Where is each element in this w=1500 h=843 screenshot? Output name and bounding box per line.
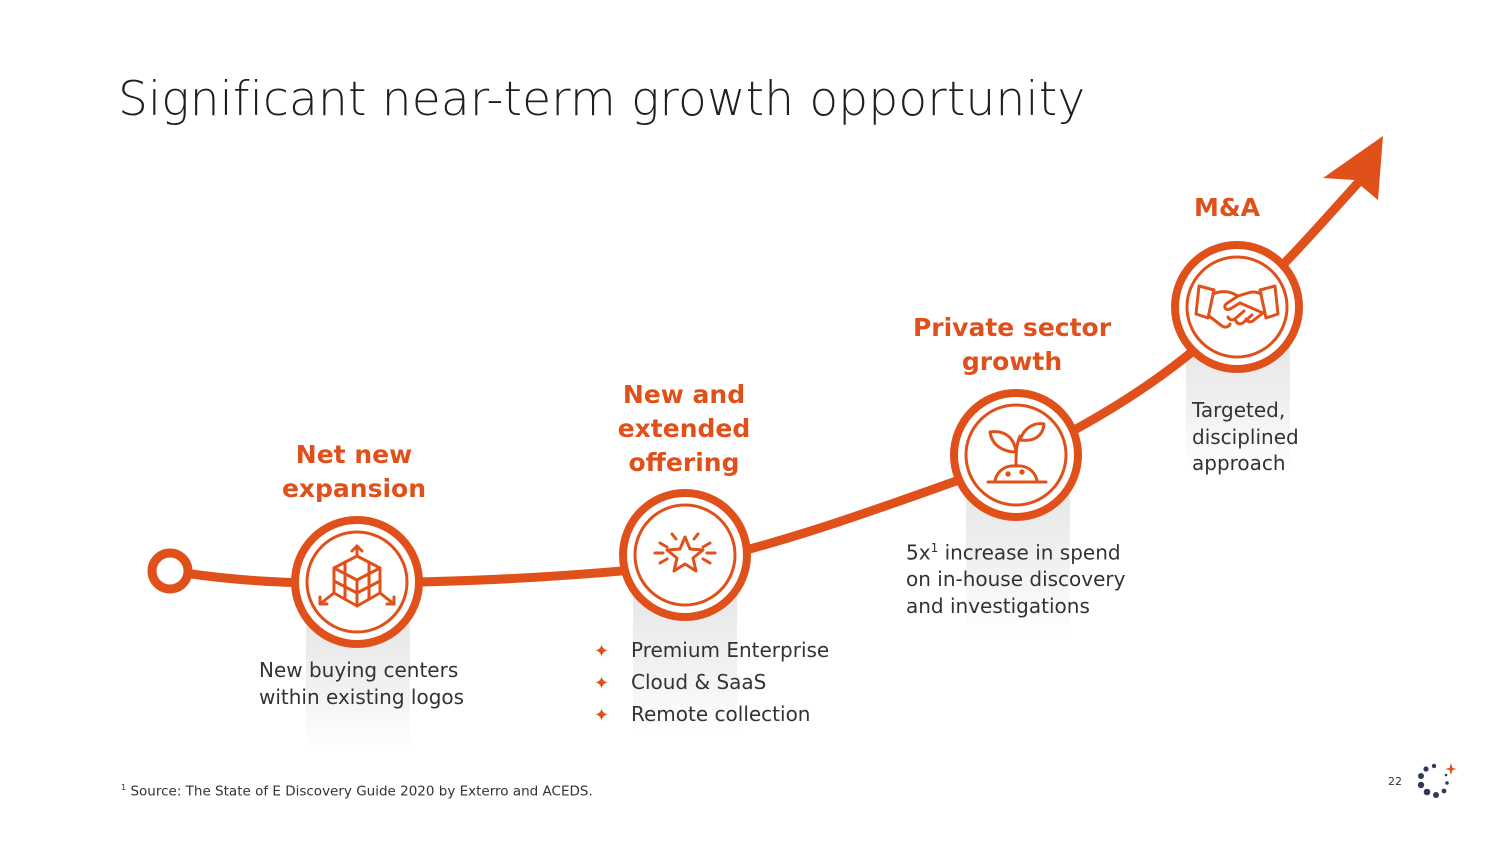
stage-circle-2 xyxy=(619,489,751,621)
description-line: on in-house discovery xyxy=(906,567,1126,592)
stage-label-net-new-expansion: Net new expansion xyxy=(254,438,454,506)
page-title: Significant near-term growth opportunity xyxy=(118,72,1086,127)
star-burst-icon xyxy=(653,532,717,573)
footnote-text: Source: The State of E Discovery Guide 2… xyxy=(126,783,593,800)
footnote-marker: 1 xyxy=(121,782,127,792)
handshake-icon xyxy=(1194,284,1280,329)
stage-label-m-and-a: M&A xyxy=(1167,191,1287,225)
stage-label-line: expansion xyxy=(281,474,427,503)
stage-label-line: Net new xyxy=(295,440,413,469)
sparkle-bullet-icon: ✦ xyxy=(594,641,610,662)
stage-label-line: offering xyxy=(628,448,740,477)
box-expand-icon xyxy=(318,544,396,608)
sprout-icon xyxy=(986,422,1048,484)
start-ring xyxy=(147,548,193,594)
bullet-text: Remote collection xyxy=(631,702,811,726)
description-line: 5x1 increase in spend xyxy=(906,535,1166,566)
dotted-circle-logo-icon xyxy=(1417,763,1457,798)
stage-label-line: New and xyxy=(622,380,746,409)
list-item: ✦ Cloud & SaaS xyxy=(594,667,829,699)
stage-label-line: extended xyxy=(617,414,751,443)
description-line: within existing logos xyxy=(259,684,465,709)
description-line: New buying centers xyxy=(259,658,459,682)
footnote-marker: 1 xyxy=(930,541,939,555)
stage-label-line: Private sector xyxy=(912,313,1112,342)
description-line: approach xyxy=(1192,451,1286,475)
description-line: Targeted, xyxy=(1192,398,1286,422)
description-line: and investigations xyxy=(906,593,1090,618)
stage-description-4: Targeted, disciplined approach xyxy=(1192,397,1352,477)
stage-description-1: New buying centers within existing logos xyxy=(259,657,499,710)
sparkle-bullet-icon: ✦ xyxy=(594,705,610,726)
list-item: ✦ Premium Enterprise xyxy=(594,635,829,667)
page-number: 22 xyxy=(1388,775,1402,788)
list-item: ✦ Remote collection xyxy=(594,699,829,731)
stage-label-line: M&A xyxy=(1193,193,1261,222)
stage-label-new-extended-offering: New and extended offering xyxy=(584,378,784,480)
stage-circle-4 xyxy=(1171,241,1303,373)
description-line: disciplined xyxy=(1192,424,1299,449)
stage-description-3: 5x1 increase in spend on in-house discov… xyxy=(906,535,1166,619)
footnote: 1 Source: The State of E Discovery Guide… xyxy=(121,782,593,800)
description-prefix: 5x xyxy=(906,540,931,565)
bullet-text: Cloud & SaaS xyxy=(631,670,767,694)
stage-label-private-sector-growth: Private sector growth xyxy=(902,311,1122,379)
arrow-head xyxy=(1323,136,1383,200)
description-line-text: increase in spend xyxy=(944,540,1121,565)
stage-label-line: growth xyxy=(961,347,1063,376)
bullet-text: Premium Enterprise xyxy=(631,638,830,662)
sparkle-bullet-icon: ✦ xyxy=(594,673,610,694)
offering-bullet-list: ✦ Premium Enterprise ✦ Cloud & SaaS ✦ Remot… xyxy=(594,635,829,731)
